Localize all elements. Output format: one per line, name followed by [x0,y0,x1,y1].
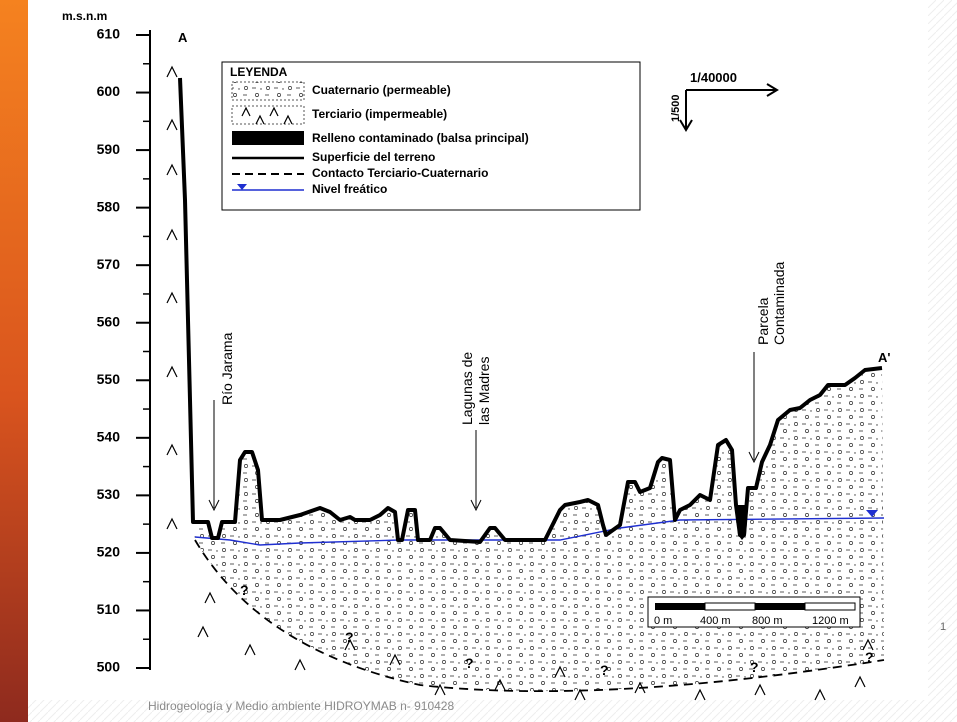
tertiary-symbol [295,660,305,670]
y-tick-label: 550 [97,371,121,387]
page-number: 1 [940,621,946,633]
annotation: las Madres [476,357,492,425]
scale-bar [805,603,855,610]
tertiary-symbol [167,120,177,130]
uncertain-mark: ? [600,662,609,678]
cross-section: m.s.n.m A A' Río Jarama Lagunas de las M… [0,0,957,722]
side-bar [0,0,28,722]
legend-swatch [232,82,304,100]
y-tick-label: 560 [97,313,121,329]
footer: Hidrogeología y Medio ambiente HIDROYMAB… [148,699,454,713]
uncertain-mark: ? [465,655,474,671]
scale-bar [705,603,755,610]
annotation: Contaminada [771,262,787,345]
annotation: Lagunas de [459,352,475,425]
legend-item: Superficie del terreno [312,150,435,164]
y-tick-label: 570 [97,256,121,272]
legend-title: LEYENDA [230,65,288,79]
scale-bar-label: 0 m [654,615,672,627]
y-tick-label: 600 [97,83,121,99]
y-tick-label: 580 [97,198,121,214]
tertiary-symbol [205,593,215,603]
uncertain-mark: ? [345,629,354,645]
scale-bar-label: 400 m [700,615,731,627]
y-tick-label: 610 [97,26,121,42]
tertiary-symbol [855,677,865,687]
point-label: A [178,30,188,45]
uncertain-mark: ? [750,659,759,675]
scale-bar-label: 1200 m [812,615,849,627]
legend-item: Terciario (impermeable) [312,107,447,121]
scale-label: 1/40000 [690,70,737,85]
legend-item: Contacto Terciario-Cuaternario [312,166,488,180]
legend-swatch [232,131,304,145]
scale-bar [755,603,805,610]
hatch [928,0,957,722]
legend-item: Cuaternario (permeable) [312,83,451,97]
slide: m.s.n.m A A' Río Jarama Lagunas de las M… [0,0,957,722]
uncertain-mark: ? [865,649,874,665]
tertiary-symbol [198,627,208,637]
tertiary-symbol [167,445,177,455]
tertiary-symbol [167,230,177,240]
y-tick-label: 520 [97,544,121,560]
y-tick-label: 500 [97,659,121,675]
y-tick-label: 510 [97,601,121,617]
scale-label: 1/500 [670,94,682,122]
y-tick-label: 540 [97,429,121,445]
legend-item: Relleno contaminado (balsa principal) [312,131,529,145]
y-tick-label: 590 [97,141,121,157]
tertiary-symbol [167,165,177,175]
legend-item: Nivel freático [312,182,387,196]
tertiary-symbol [755,685,765,695]
tertiary-symbol [245,645,255,655]
uncertain-mark: ? [240,582,249,598]
tertiary-symbol [815,690,825,700]
point-label: A' [878,350,890,365]
scale-bar [655,603,705,610]
y-tick-label: 530 [97,486,121,502]
tertiary-symbol [167,367,177,377]
annotation: Parcela [755,297,771,345]
tertiary-symbol [167,293,177,303]
tertiary-symbol [167,519,177,529]
annotation: Río Jarama [219,332,235,405]
axis-unit: m.s.n.m [62,9,107,23]
scale-bar-label: 800 m [752,615,783,627]
tertiary-symbol [167,67,177,77]
tertiary-symbol [695,690,705,700]
